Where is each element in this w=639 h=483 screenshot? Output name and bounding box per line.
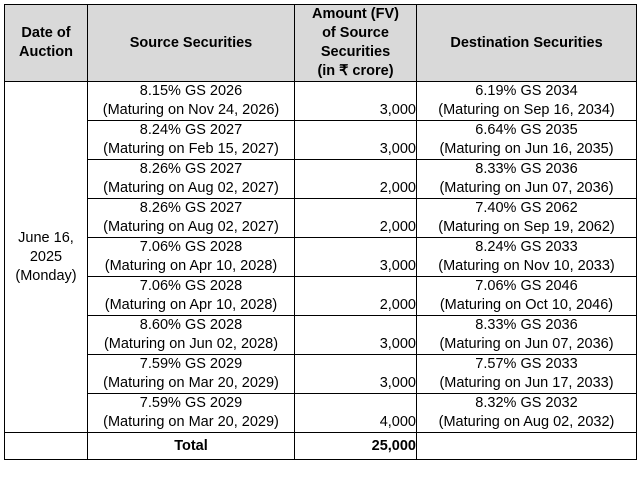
table-row: 7.06% GS 2028 (Maturing on Apr 10, 2028)… [5,276,637,316]
header-source-securities: Source Securities [87,4,295,82]
destination-security-maturity: (Maturing on Oct 10, 2046) [439,297,614,313]
destination-security-maturity: (Maturing on Sep 16, 2034) [438,102,615,118]
total-amount: 25,000 [294,432,417,460]
destination-security-name: 8.24% GS 2033 [475,239,578,255]
source-security-cell: 7.06% GS 2028 (Maturing on Apr 10, 2028) [87,237,295,277]
amount-cell: 3,000 [294,237,417,277]
destination-security-name: 7.57% GS 2033 [475,356,578,372]
destination-security-maturity: (Maturing on Jun 16, 2035) [439,141,614,157]
source-security-maturity: (Maturing on Jun 02, 2028) [103,336,279,352]
source-security-cell: 8.26% GS 2027 (Maturing on Aug 02, 2027) [87,198,295,238]
destination-security-cell: 6.19% GS 2034 (Maturing on Sep 16, 2034) [416,81,637,121]
amount-cell: 3,000 [294,315,417,355]
destination-security-cell: 6.64% GS 2035 (Maturing on Jun 16, 2035) [416,120,637,160]
destination-security-maturity: (Maturing on Sep 19, 2062) [438,219,615,235]
source-security-maturity: (Maturing on Feb 15, 2027) [103,141,279,157]
switch-auction-table: Date of Auction Source Securities Amount… [4,4,637,460]
amount-cell: 2,000 [294,276,417,316]
destination-security-maturity: (Maturing on Jun 07, 2036) [439,180,614,196]
destination-security-cell: 8.33% GS 2036 (Maturing on Jun 07, 2036) [416,315,637,355]
destination-security-maturity: (Maturing on Jun 07, 2036) [439,336,614,352]
total-empty-destination-cell [416,432,637,460]
table-row: 8.26% GS 2027 (Maturing on Aug 02, 2027)… [5,198,637,238]
destination-security-cell: 8.24% GS 2033 (Maturing on Nov 10, 2033) [416,237,637,277]
source-security-maturity: (Maturing on Mar 20, 2029) [103,375,279,391]
source-security-name: 7.59% GS 2029 [139,356,243,372]
header-destination-securities: Destination Securities [416,4,637,82]
header-date-of-auction: Date of Auction [4,4,88,82]
auction-date-line1: June 16, [18,229,74,246]
table-row: 8.24% GS 2027 (Maturing on Feb 15, 2027)… [5,120,637,160]
table-row: 8.26% GS 2027 (Maturing on Aug 02, 2027)… [5,159,637,199]
table-row: 8.60% GS 2028 (Maturing on Jun 02, 2028)… [5,315,637,355]
source-security-cell: 8.24% GS 2027 (Maturing on Feb 15, 2027) [87,120,295,160]
table-row: 7.59% GS 2029 (Maturing on Mar 20, 2029)… [5,393,637,433]
auction-date-line2: 2025 [29,248,63,265]
source-security-cell: 8.15% GS 2026 (Maturing on Nov 24, 2026) [87,81,295,121]
destination-security-name: 7.06% GS 2046 [475,278,578,294]
source-security-maturity: (Maturing on Aug 02, 2027) [103,180,279,196]
table-header: Date of Auction Source Securities Amount… [4,4,637,82]
table-row: 7.59% GS 2029 (Maturing on Mar 20, 2029)… [5,354,637,394]
source-security-maturity: (Maturing on Apr 10, 2028) [104,258,278,274]
source-security-maturity: (Maturing on Mar 20, 2029) [103,414,279,430]
source-security-maturity: (Maturing on Aug 02, 2027) [103,219,279,235]
amount-cell: 2,000 [294,198,417,238]
source-security-cell: 8.60% GS 2028 (Maturing on Jun 02, 2028) [87,315,295,355]
source-security-name: 7.06% GS 2028 [139,239,243,255]
header-date-line1: Date of [21,25,71,41]
source-security-name: 8.26% GS 2027 [139,161,243,177]
amount-cell: 3,000 [294,354,417,394]
header-amount: Amount (FV) of Source Securities (in ₹ c… [294,4,417,82]
source-security-cell: 7.59% GS 2029 (Maturing on Mar 20, 2029) [87,393,295,433]
destination-security-name: 6.19% GS 2034 [475,83,578,99]
destination-security-name: 6.64% GS 2035 [475,122,578,138]
amount-cell: 3,000 [294,81,417,121]
destination-security-cell: 8.32% GS 2032 (Maturing on Aug 02, 2032) [416,393,637,433]
header-amount-line2: of Source [322,25,389,41]
total-label: Total [87,432,295,460]
source-security-name: 7.59% GS 2029 [139,395,243,411]
total-empty-cell [4,432,88,460]
destination-security-maturity: (Maturing on Nov 10, 2033) [438,258,615,274]
destination-security-name: 7.40% GS 2062 [475,200,578,216]
source-security-name: 8.26% GS 2027 [139,200,243,216]
table-row: 7.06% GS 2028 (Maturing on Apr 10, 2028)… [5,237,637,277]
header-amount-line3: Securities [320,44,391,60]
header-amount-line1: Amount (FV) [312,6,399,22]
destination-security-cell: 7.40% GS 2062 (Maturing on Sep 19, 2062) [416,198,637,238]
source-security-name: 8.24% GS 2027 [139,122,243,138]
destination-security-cell: 7.57% GS 2033 (Maturing on Jun 17, 2033) [416,354,637,394]
auction-date-cell: June 16, 2025 (Monday) [4,81,88,433]
destination-security-cell: 8.33% GS 2036 (Maturing on Jun 07, 2036) [416,159,637,199]
source-security-name: 8.60% GS 2028 [139,317,243,333]
source-security-name: 8.15% GS 2026 [139,83,243,99]
amount-cell: 4,000 [294,393,417,433]
destination-security-name: 8.33% GS 2036 [475,317,578,333]
amount-cell: 3,000 [294,120,417,160]
header-amount-line4: (in ₹ crore) [317,63,394,79]
source-security-cell: 7.59% GS 2029 (Maturing on Mar 20, 2029) [87,354,295,394]
source-security-cell: 7.06% GS 2028 (Maturing on Apr 10, 2028) [87,276,295,316]
source-security-maturity: (Maturing on Nov 24, 2026) [102,102,280,118]
destination-security-maturity: (Maturing on Aug 02, 2032) [438,414,615,430]
header-date-line2: Auction [19,44,73,60]
source-security-name: 7.06% GS 2028 [139,278,243,294]
header-row: Date of Auction Source Securities Amount… [4,4,637,82]
destination-security-name: 8.32% GS 2032 [475,395,578,411]
amount-cell: 2,000 [294,159,417,199]
total-row: Total 25,000 [4,432,637,460]
source-security-maturity: (Maturing on Apr 10, 2028) [104,297,278,313]
source-security-cell: 8.26% GS 2027 (Maturing on Aug 02, 2027) [87,159,295,199]
destination-security-name: 8.33% GS 2036 [475,161,578,177]
destination-security-maturity: (Maturing on Jun 17, 2033) [439,375,614,391]
destination-security-cell: 7.06% GS 2046 (Maturing on Oct 10, 2046) [416,276,637,316]
table-row: June 16, 2025 (Monday) 8.15% GS 2026 (Ma… [4,81,637,433]
table-body: June 16, 2025 (Monday) 8.15% GS 2026 (Ma… [4,81,637,460]
auction-date-line3: (Monday) [15,267,77,284]
